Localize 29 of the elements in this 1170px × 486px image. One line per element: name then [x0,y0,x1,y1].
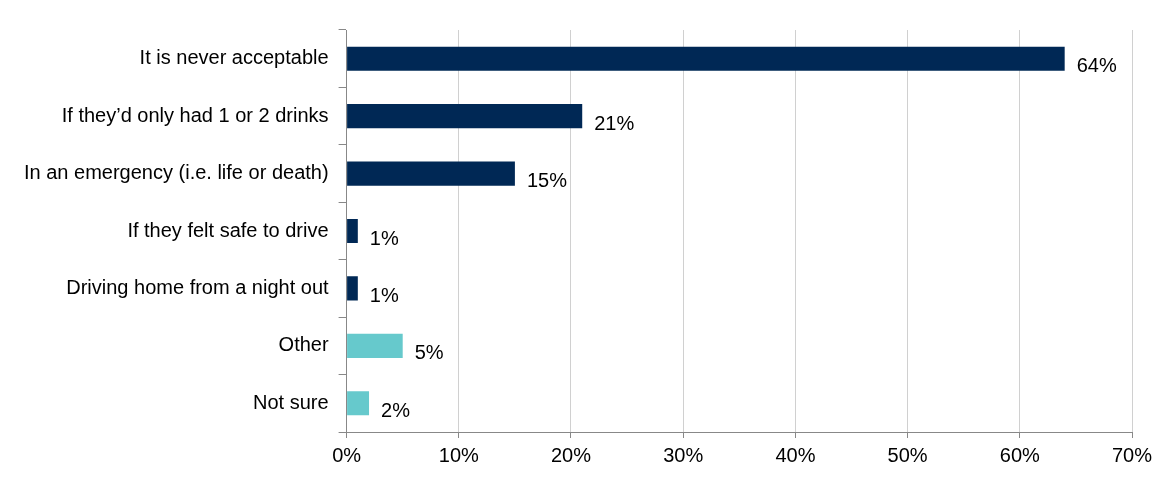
data-label: 15% [526,169,568,192]
y-tick-label: Not sure [253,390,329,413]
data-label: 2% [381,398,411,421]
y-tick-label: If they felt safe to drive [127,218,329,241]
y-tick-label: If they’d only had 1 or 2 drinks [61,103,329,126]
bar [347,218,358,244]
y-tick-label: It is never acceptable [139,46,329,69]
data-label: 1% [369,283,399,306]
data-label: 21% [594,111,635,134]
y-tick-label: Other [278,333,329,356]
data-label: 1% [369,226,399,249]
bar [347,161,515,186]
x-tick-label: 30% [663,443,704,466]
x-tick-label: 20% [550,443,592,466]
bar [347,391,370,416]
x-tick-label: 40% [775,443,816,466]
bar [347,46,1065,71]
data-label: 5% [414,341,444,364]
x-tick-label: 70% [1111,443,1153,466]
y-tick-label: In an emergency (i.e. life or death) [23,161,329,184]
x-tick-label: 0% [332,443,362,466]
bar [347,333,403,358]
bar [347,104,583,129]
x-tick-label: 60% [999,443,1041,466]
bar [347,276,358,301]
data-label: 64% [1076,54,1117,77]
y-tick-label: Driving home from a night out [66,275,330,298]
x-tick-label: 50% [887,443,928,466]
x-tick-label: 10% [438,443,480,466]
